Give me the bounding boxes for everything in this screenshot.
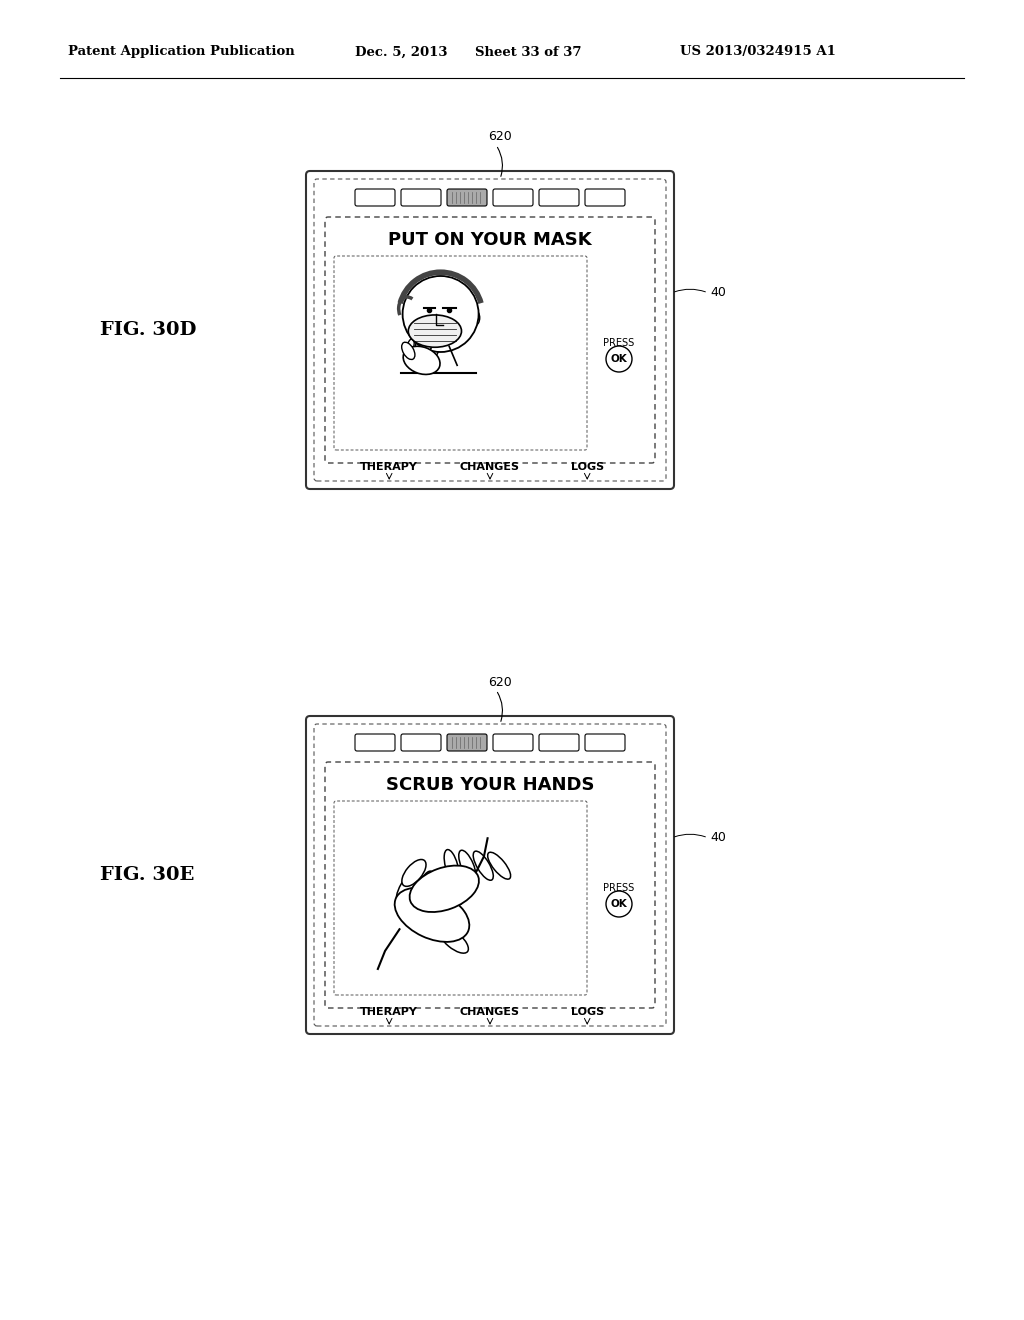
Text: OK: OK [610,354,628,364]
Ellipse shape [415,339,422,355]
Text: THERAPY: THERAPY [360,462,418,473]
FancyBboxPatch shape [401,734,441,751]
FancyBboxPatch shape [585,189,625,206]
Ellipse shape [401,342,415,359]
Text: LOGS: LOGS [570,462,604,473]
FancyBboxPatch shape [585,734,625,751]
Circle shape [606,891,632,917]
Ellipse shape [487,853,511,879]
FancyBboxPatch shape [334,801,587,995]
Ellipse shape [407,339,414,355]
Ellipse shape [439,927,468,953]
Text: CHANGES: CHANGES [460,462,520,473]
Ellipse shape [459,850,476,882]
Text: PUT ON YOUR MASK: PUT ON YOUR MASK [388,231,592,249]
Ellipse shape [396,873,417,903]
Circle shape [402,276,478,352]
Text: 40: 40 [710,286,726,300]
Text: FIG. 30D: FIG. 30D [100,321,197,339]
FancyBboxPatch shape [447,734,487,751]
Text: SCRUB YOUR HANDS: SCRUB YOUR HANDS [386,776,594,795]
Text: US 2013/0324915 A1: US 2013/0324915 A1 [680,45,836,58]
Ellipse shape [410,866,479,912]
FancyBboxPatch shape [306,715,674,1034]
Circle shape [606,346,632,372]
Text: 620: 620 [488,676,512,689]
Text: FIG. 30E: FIG. 30E [100,866,195,884]
Ellipse shape [471,310,479,325]
Ellipse shape [403,346,440,375]
Ellipse shape [473,851,494,880]
Ellipse shape [394,888,469,942]
Text: Dec. 5, 2013: Dec. 5, 2013 [355,45,447,58]
Ellipse shape [416,871,433,904]
Ellipse shape [435,870,451,904]
Text: PRESS: PRESS [603,883,635,894]
FancyBboxPatch shape [493,189,534,206]
Ellipse shape [401,859,426,886]
FancyBboxPatch shape [493,734,534,751]
Ellipse shape [455,870,468,904]
Text: 620: 620 [488,131,512,144]
Ellipse shape [424,338,430,355]
FancyBboxPatch shape [447,189,487,206]
FancyBboxPatch shape [314,180,666,480]
FancyBboxPatch shape [314,723,666,1026]
Text: LOGS: LOGS [570,1007,604,1016]
Text: THERAPY: THERAPY [360,1007,418,1016]
Text: Sheet 33 of 37: Sheet 33 of 37 [475,45,582,58]
Ellipse shape [432,338,438,355]
FancyBboxPatch shape [355,734,395,751]
Text: Patent Application Publication: Patent Application Publication [68,45,295,58]
Text: OK: OK [610,899,628,909]
Ellipse shape [444,850,459,882]
FancyBboxPatch shape [334,256,587,450]
FancyBboxPatch shape [401,189,441,206]
FancyBboxPatch shape [355,189,395,206]
Ellipse shape [409,315,462,347]
Text: 40: 40 [710,832,726,845]
FancyBboxPatch shape [539,734,579,751]
FancyBboxPatch shape [325,762,655,1008]
Text: PRESS: PRESS [603,338,635,348]
FancyBboxPatch shape [539,189,579,206]
Text: CHANGES: CHANGES [460,1007,520,1016]
FancyBboxPatch shape [325,216,655,463]
FancyBboxPatch shape [306,172,674,488]
